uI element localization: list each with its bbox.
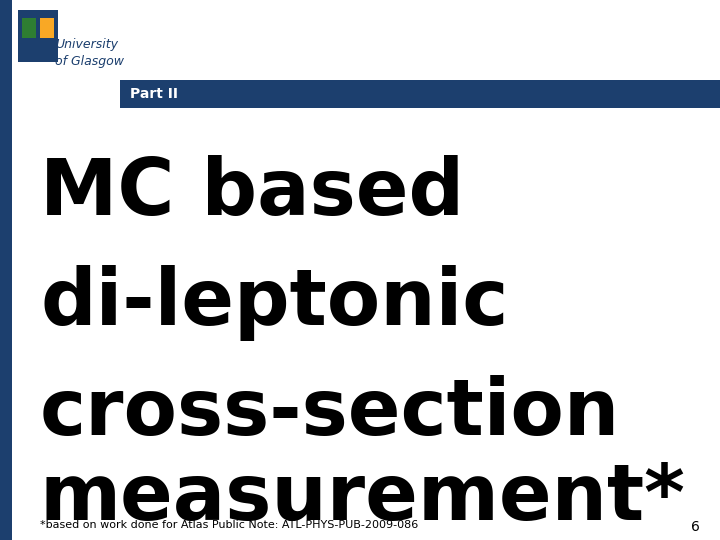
Bar xyxy=(120,80,720,108)
Bar xyxy=(22,18,36,38)
Bar xyxy=(0,0,12,540)
Text: measurement*: measurement* xyxy=(40,460,686,536)
Text: 6: 6 xyxy=(691,520,700,534)
Text: cross-section: cross-section xyxy=(40,375,620,451)
Bar xyxy=(40,18,54,38)
Text: *based on work done for Atlas Public Note: ATL-PHYS-PUB-2009-086: *based on work done for Atlas Public Not… xyxy=(40,520,418,530)
Text: di-leptonic: di-leptonic xyxy=(40,265,508,341)
Text: Part II: Part II xyxy=(130,87,178,101)
Text: MC based: MC based xyxy=(40,155,464,231)
Text: University
of Glasgow: University of Glasgow xyxy=(55,38,124,68)
Bar xyxy=(18,10,58,62)
